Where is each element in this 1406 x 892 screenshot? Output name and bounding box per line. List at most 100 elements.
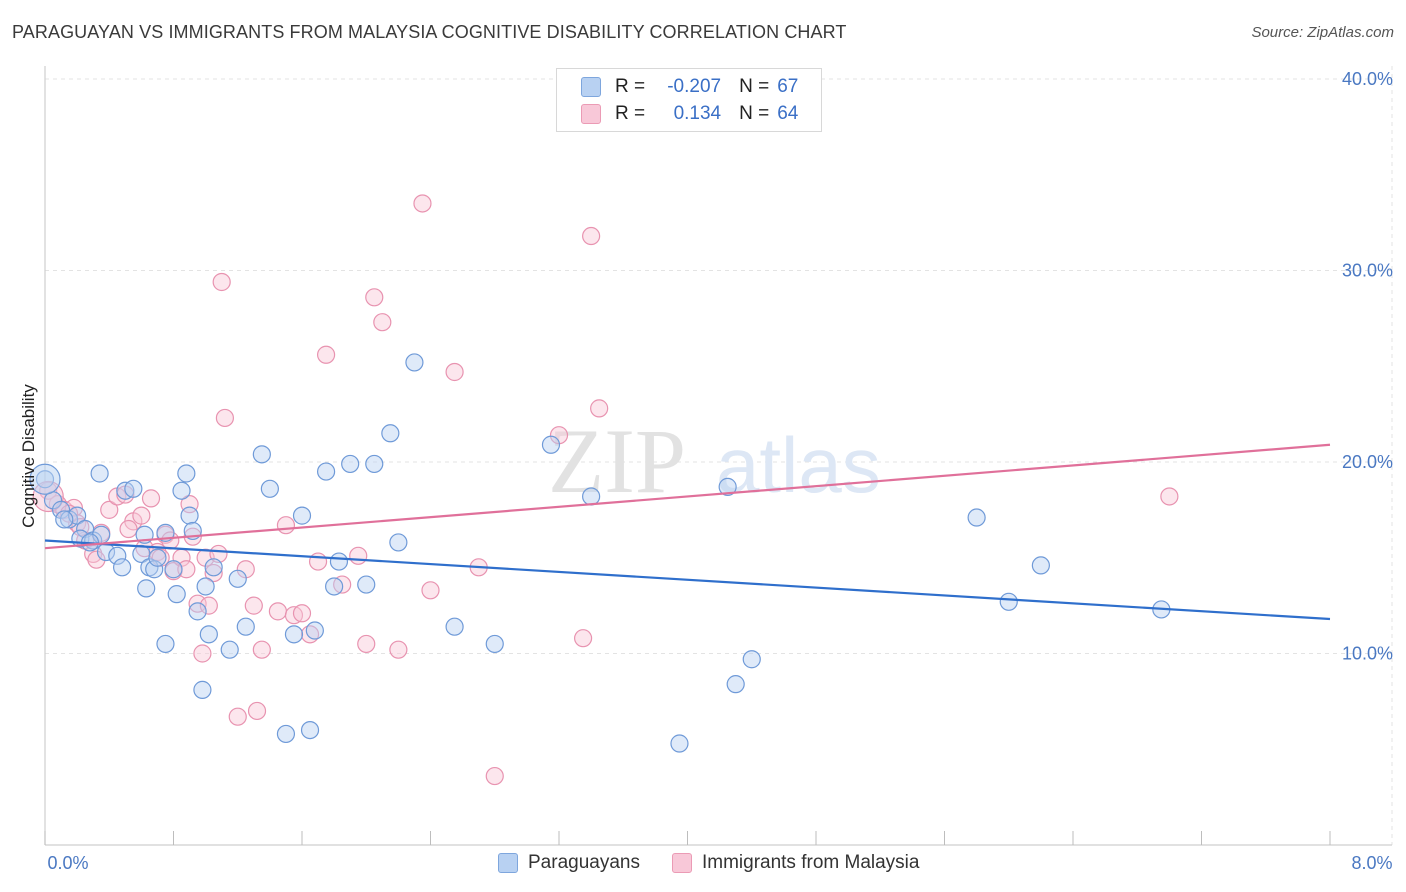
point-malaysia (421, 581, 440, 600)
watermark-atlas: atlas (716, 421, 881, 509)
point-paraguayans (193, 680, 212, 699)
point-paraguayans (999, 592, 1018, 611)
point-malaysia (276, 516, 296, 535)
point-malaysia (373, 313, 392, 332)
point-malaysia (215, 408, 234, 428)
point-paraguayans (220, 640, 239, 659)
point-malaysia (308, 552, 328, 571)
point-paraguayans (252, 445, 271, 464)
point-malaysia (292, 604, 312, 623)
point-malaysia (188, 594, 207, 613)
point-paraguayans (341, 454, 360, 474)
series-paraguayans-points (29, 353, 1171, 753)
point-paraguayans (329, 552, 349, 571)
point-paraguayans (305, 621, 324, 640)
point-paraguayans-cluster (29, 463, 61, 495)
point-malaysia (199, 596, 218, 615)
point-malaysia (87, 550, 106, 569)
watermark: ZIP atlas (548, 410, 881, 512)
point-malaysia (100, 500, 119, 519)
point-paraguayans (196, 577, 215, 596)
point-malaysia (365, 288, 384, 307)
legend-r-value: -0.207 (667, 76, 722, 97)
point-paraguayans (485, 634, 504, 654)
point-malaysia (445, 362, 464, 382)
bottom-legend-label: Paraguayans (528, 852, 640, 873)
bottom-legend-swatch-blue (498, 853, 518, 873)
legend-r-label: R = (615, 103, 646, 124)
point-malaysia (252, 640, 271, 659)
point-malaysia (244, 596, 263, 615)
bottom-legend-paraguayans: Paraguayans (498, 852, 640, 874)
point-malaysia (132, 506, 151, 525)
point-paraguayans (316, 462, 336, 481)
point-paraguayans (742, 650, 761, 669)
axes (44, 66, 1392, 846)
legend-n-label: N = (739, 103, 770, 124)
point-paraguayans (276, 724, 296, 744)
point-malaysia (212, 272, 231, 292)
source-label: Source: ZipAtlas.com (1251, 24, 1394, 41)
legend-n-value: 64 (777, 103, 799, 124)
point-malaysia (590, 399, 609, 418)
point-paraguayans (108, 546, 127, 565)
point-paraguayans (204, 558, 223, 577)
point-paraguayans (177, 464, 196, 483)
bottom-legend-label: Immigrants from Malaysia (701, 852, 920, 873)
point-paraguayans (236, 617, 255, 636)
point-paraguayans (381, 424, 400, 443)
legend-n-label: N = (739, 76, 770, 97)
y-tick-label: 30.0% (1342, 261, 1393, 281)
legend-r-value: 0.134 (673, 103, 722, 124)
point-paraguayans (145, 560, 164, 579)
point-paraguayans (260, 479, 279, 498)
point-paraguayans (90, 464, 109, 483)
bottom-legend: Paraguayans Immigrants from Malaysia (498, 852, 951, 874)
point-malaysia (1160, 487, 1179, 506)
point-paraguayans (670, 734, 689, 753)
legend-swatch-blue (581, 77, 601, 97)
point-malaysia (357, 634, 376, 654)
point-malaysia (485, 766, 504, 786)
point-malaysia (389, 640, 408, 659)
point-paraguayans (148, 548, 167, 567)
bottom-legend-malaysia: Immigrants from Malaysia (671, 852, 920, 874)
point-paraguayans (445, 617, 464, 636)
point-paraguayans (405, 353, 424, 372)
point-malaysia (228, 707, 247, 726)
point-paraguayans (1031, 556, 1050, 575)
legend-r-label: R = (615, 76, 646, 97)
point-paraguayans (137, 579, 156, 598)
point-malaysia (119, 519, 138, 539)
point-paraguayans (357, 575, 376, 594)
point-malaysia (247, 701, 267, 721)
point-paraguayans (112, 558, 132, 577)
y-tick-label: 10.0% (1342, 644, 1393, 664)
point-paraguayans (228, 569, 247, 588)
y-axis-title: Cognitive Disability (19, 384, 38, 528)
axis-labels: 10.0% 20.0% 30.0% 40.0% 0.0% 8.0% Cognitive Di… (19, 69, 1393, 873)
point-paraguayans (967, 508, 986, 527)
y-tick-label: 40.0% (1342, 69, 1393, 89)
point-paraguayans (718, 477, 737, 496)
x-tick-label-max: 8.0% (1351, 853, 1392, 873)
point-paraguayans (156, 634, 175, 654)
legend-row-paraguayans: R = -0.207 N = 67 (581, 75, 798, 99)
point-paraguayans (389, 533, 408, 552)
point-malaysia (582, 226, 601, 246)
point-paraguayans (300, 720, 320, 740)
point-paraguayans (164, 560, 183, 579)
bottom-legend-swatch-pink (671, 853, 692, 873)
point-paraguayans (582, 487, 601, 506)
trend-lines (44, 443, 1331, 621)
point-paraguayans (188, 602, 207, 621)
point-malaysia (204, 563, 223, 583)
legend: R = -0.207 N = 67 R = 0.134 N = 64 (556, 68, 822, 132)
point-paraguayans (180, 506, 199, 525)
point-malaysia (349, 546, 368, 565)
point-paraguayans (365, 454, 384, 474)
point-malaysia (177, 560, 196, 579)
point-malaysia (316, 345, 336, 364)
point-paraguayans (124, 479, 143, 498)
